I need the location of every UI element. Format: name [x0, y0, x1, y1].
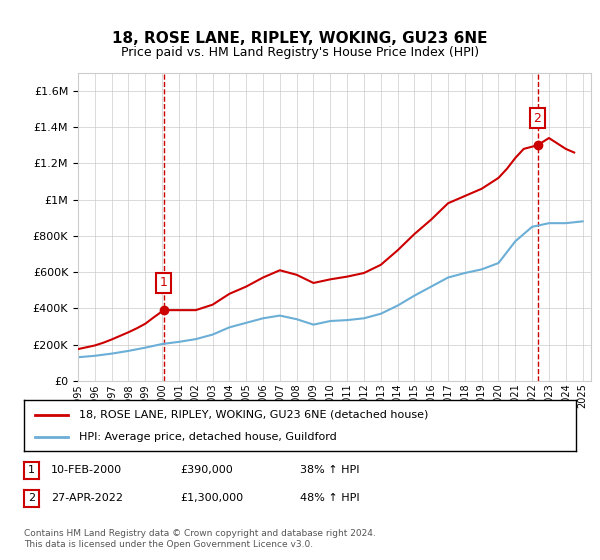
Text: 18, ROSE LANE, RIPLEY, WOKING, GU23 6NE (detached house): 18, ROSE LANE, RIPLEY, WOKING, GU23 6NE … — [79, 409, 428, 419]
Text: 1: 1 — [28, 465, 35, 475]
Text: 48% ↑ HPI: 48% ↑ HPI — [300, 493, 359, 503]
Text: HPI: Average price, detached house, Guildford: HPI: Average price, detached house, Guil… — [79, 432, 337, 442]
Text: £1,300,000: £1,300,000 — [180, 493, 243, 503]
Text: Price paid vs. HM Land Registry's House Price Index (HPI): Price paid vs. HM Land Registry's House … — [121, 46, 479, 59]
Text: Contains HM Land Registry data © Crown copyright and database right 2024.
This d: Contains HM Land Registry data © Crown c… — [24, 529, 376, 549]
Text: 2: 2 — [533, 111, 541, 124]
Text: 2: 2 — [28, 493, 35, 503]
Text: 38% ↑ HPI: 38% ↑ HPI — [300, 465, 359, 475]
Text: 10-FEB-2000: 10-FEB-2000 — [51, 465, 122, 475]
Text: 18, ROSE LANE, RIPLEY, WOKING, GU23 6NE: 18, ROSE LANE, RIPLEY, WOKING, GU23 6NE — [112, 31, 488, 46]
Text: £390,000: £390,000 — [180, 465, 233, 475]
Text: 1: 1 — [160, 277, 168, 290]
Text: 27-APR-2022: 27-APR-2022 — [51, 493, 123, 503]
